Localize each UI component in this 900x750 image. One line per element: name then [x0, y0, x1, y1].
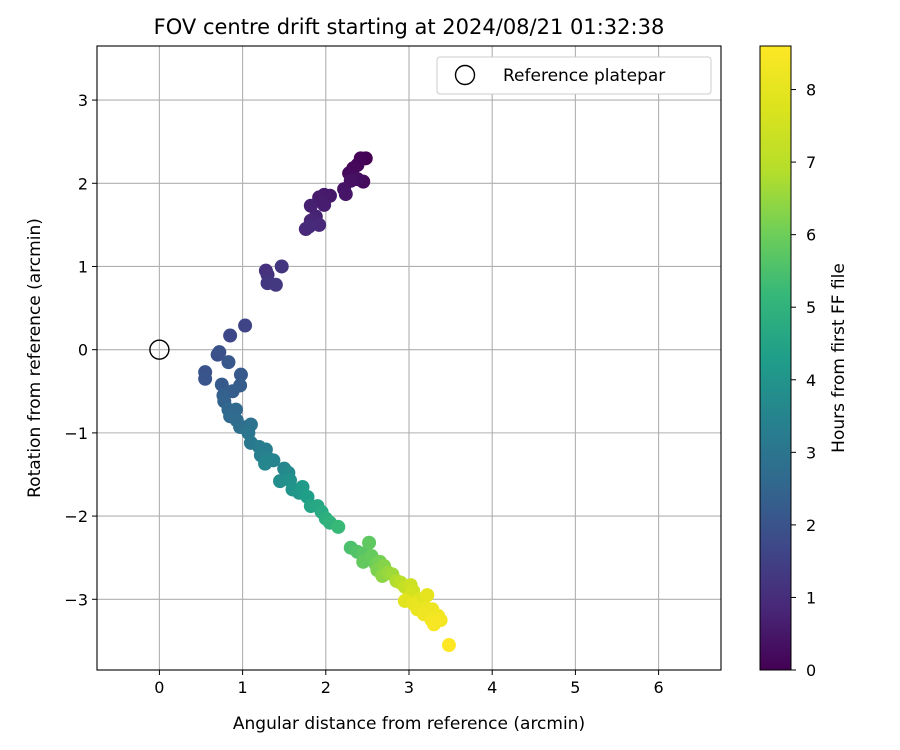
plot-frame	[96, 45, 722, 671]
data-point	[214, 377, 229, 392]
colorbar-ticks: 0 1 2 3 4 5 6 7 8	[791, 81, 816, 680]
colorbar-tick-label: 1	[806, 588, 816, 607]
colorbar-tick-label: 6	[806, 226, 816, 245]
y-tick-label: −3	[64, 590, 88, 609]
colorbar-tick-label: 0	[806, 661, 816, 680]
data-point	[198, 371, 213, 386]
data-point	[441, 638, 456, 653]
chart-title: FOV centre drift starting at 2024/08/21 …	[154, 15, 665, 39]
data-point	[303, 198, 318, 213]
data-point	[302, 219, 317, 234]
data-point	[338, 187, 353, 202]
y-axis-ticks: −3 −2 −1 0 1 2 3	[64, 91, 97, 609]
colorbar-tick-label: 3	[806, 443, 816, 462]
y-tick-label: −1	[64, 424, 88, 443]
data-point	[317, 197, 332, 212]
data-point	[238, 318, 253, 333]
legend-box	[436, 56, 712, 95]
y-axis-label: Rotation from reference (arcmin)	[25, 218, 45, 498]
data-point	[273, 474, 288, 489]
data-point	[258, 456, 273, 471]
y-tick-label: 2	[78, 174, 88, 193]
data-point	[362, 535, 377, 550]
x-tick-label: 0	[154, 678, 164, 697]
x-tick-label: 6	[654, 678, 664, 697]
data-point	[233, 367, 248, 382]
x-axis-label: Angular distance from reference (arcmin)	[233, 714, 585, 734]
colorbar-tick-label: 8	[806, 81, 816, 100]
colorbar-tick-label: 7	[806, 153, 816, 172]
colorbar-tick-label: 4	[806, 371, 816, 390]
data-point	[426, 617, 441, 632]
data-point	[221, 355, 236, 370]
y-tick-label: 0	[78, 341, 88, 360]
reference-platepar-marker	[149, 339, 170, 360]
data-point	[212, 345, 227, 360]
x-tick-label: 2	[321, 678, 331, 697]
x-axis-ticks: 0 1 2 3 4 5 6	[154, 670, 664, 697]
data-point	[268, 277, 283, 292]
x-tick-label: 1	[238, 678, 248, 697]
x-tick-label: 3	[404, 678, 414, 697]
data-point	[331, 519, 346, 534]
data-point	[274, 259, 289, 274]
y-tick-label: 3	[78, 91, 88, 110]
colorbar-label: Hours from first FF file	[829, 263, 849, 453]
data-points	[198, 151, 456, 653]
legend: Reference platepar	[436, 56, 712, 95]
colorbar-tick-label: 5	[806, 298, 816, 317]
colorbar	[759, 45, 792, 671]
legend-entry-reference: Reference platepar	[503, 66, 665, 86]
data-point	[420, 588, 435, 603]
x-tick-label: 5	[570, 678, 580, 697]
y-tick-label: 1	[78, 257, 88, 276]
y-tick-label: −2	[64, 507, 88, 526]
colorbar-tick-label: 2	[806, 516, 816, 535]
data-point	[223, 328, 238, 343]
legend-marker-reference	[454, 64, 476, 86]
x-tick-label: 4	[487, 678, 497, 697]
